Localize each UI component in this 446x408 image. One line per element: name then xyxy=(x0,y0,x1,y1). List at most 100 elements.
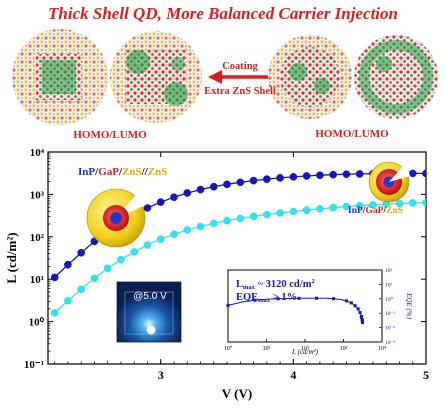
series-1-point xyxy=(130,248,139,256)
label-part-sep1-b: / xyxy=(362,206,366,216)
y-tick-label: 10² xyxy=(30,232,45,244)
figure-title: Thick Shell QD, More Balanced Carrier In… xyxy=(48,4,398,23)
inset-series-point xyxy=(253,298,257,302)
label-part-sep2: / xyxy=(118,166,123,178)
label-part-zns: ZnS xyxy=(122,166,142,178)
caption-homo-lumo-right: HOMO/LUMO xyxy=(315,128,389,140)
series-1-point xyxy=(236,214,245,223)
inset-series-point xyxy=(356,307,360,311)
qd-structure-left-2 xyxy=(110,31,202,123)
annot-l-value: ~ 3120 cd/m xyxy=(255,279,312,290)
main-ylabel: L (cd/m²) xyxy=(4,232,19,283)
series-0-point xyxy=(64,260,72,269)
inset-series-point xyxy=(353,304,357,308)
inset-series-point xyxy=(276,297,280,301)
annot-eqe-value: > 1% xyxy=(270,292,297,303)
series-0-point xyxy=(209,182,218,191)
inset-series-point xyxy=(297,296,301,300)
series-0-point xyxy=(196,185,205,194)
inset-xlabel: L (cd/m²) xyxy=(291,348,319,356)
label-part-zns2: ZnS xyxy=(148,166,168,178)
series-0-point xyxy=(223,180,231,189)
inset-series-point xyxy=(345,299,349,303)
x-tick-label: 5 xyxy=(423,368,429,382)
label-part-gap: GaP xyxy=(98,166,119,178)
inset-y-tick-label: 10⁰ xyxy=(385,296,394,303)
series-0-point xyxy=(143,204,152,212)
series-0-point xyxy=(316,171,324,180)
series-0-point xyxy=(249,176,258,185)
plot-frame xyxy=(47,151,427,365)
series-label-thin: InP/GaP/ZnS xyxy=(348,206,403,216)
series-1-point xyxy=(64,296,72,305)
series-0-point xyxy=(408,169,417,178)
inset-y-tick-label: 10⁻¹ xyxy=(385,311,395,317)
series-1-point xyxy=(90,274,99,283)
inset-x-tick-label: 10² xyxy=(301,346,309,352)
series-1-point xyxy=(369,201,377,209)
inset-series-point xyxy=(361,321,365,325)
series-0-point xyxy=(170,193,178,202)
series-1-point xyxy=(170,230,178,239)
label-part-inp: InP xyxy=(78,166,95,178)
caption-homo-lumo-left: HOMO/LUMO xyxy=(73,129,147,141)
device-photo xyxy=(116,281,182,343)
series-1-point xyxy=(276,209,284,217)
arrow-label-coating: Coating xyxy=(222,61,258,72)
inset-series-point xyxy=(360,319,364,323)
annot-l: L xyxy=(236,279,243,290)
inset-series-point xyxy=(226,303,230,307)
label-part-gap-b: GaP xyxy=(365,206,383,216)
annot-eqe-sub: max xyxy=(258,297,271,304)
inset-series-point xyxy=(359,316,363,320)
series-1-point xyxy=(77,285,86,294)
series-0-point xyxy=(342,170,351,179)
main-xlabel: V (V) xyxy=(222,386,252,401)
arrow-label-extra-shell: Extra ZnS Shell xyxy=(204,86,276,97)
inset-annotation-lmax: Lmax ~ 3120 cd/m2 xyxy=(236,278,315,291)
y-tick-label: 10³ xyxy=(30,189,45,201)
series-1-point xyxy=(183,226,192,234)
y-tick-label: 10⁻¹ xyxy=(24,359,44,371)
series-1-point xyxy=(249,212,258,221)
inset-x-tick-label: 10¹ xyxy=(263,346,271,352)
main-axes: 3 4 5 10⁻¹ 10⁰ 10¹ 10² 10³ 10⁴ xyxy=(24,147,429,382)
label-part-zns-b: ZnS xyxy=(386,206,403,216)
series-1-point xyxy=(223,216,231,225)
inset-ylabel: EQE (%) xyxy=(405,292,413,320)
series-1-point xyxy=(262,210,271,219)
inset-series-point xyxy=(349,301,353,305)
series-1-point xyxy=(103,264,112,273)
series-1-point xyxy=(143,241,152,249)
series-0-point xyxy=(355,170,364,178)
qd-structure-right-1 xyxy=(268,35,352,119)
inset-annotation-eqemax: EQEmax > 1% xyxy=(236,292,297,304)
photo-voltage-label: @5.0 V xyxy=(133,291,167,302)
series-0-point xyxy=(329,170,338,179)
series-1-point xyxy=(408,199,417,207)
series-1-point xyxy=(209,219,218,228)
inset-series-layer xyxy=(226,296,365,325)
inset-series-point xyxy=(332,297,336,301)
inset-x-tick-label: 10³ xyxy=(340,346,348,352)
series-1-point xyxy=(302,206,311,215)
series-0-point xyxy=(422,169,426,178)
series-1-point xyxy=(316,205,324,213)
label-part-inp-b: InP xyxy=(348,206,363,216)
series-0-point xyxy=(77,248,86,257)
label-part-sep3: // xyxy=(141,166,149,178)
x-tick-label: 4 xyxy=(290,368,296,382)
inset-x-tick-label: 10⁴ xyxy=(378,346,386,352)
coating-arrow xyxy=(208,70,268,84)
series-1-point xyxy=(422,198,426,207)
annot-l-sup: 2 xyxy=(311,278,314,285)
inset-x-tick-label: 10⁰ xyxy=(224,345,233,352)
series-0-point xyxy=(262,175,271,183)
series-1-point xyxy=(342,202,351,211)
annot-eqe: EQE xyxy=(236,292,258,303)
series-1-point xyxy=(355,201,364,210)
series-0-point xyxy=(276,174,284,182)
series-0-point xyxy=(289,173,298,181)
